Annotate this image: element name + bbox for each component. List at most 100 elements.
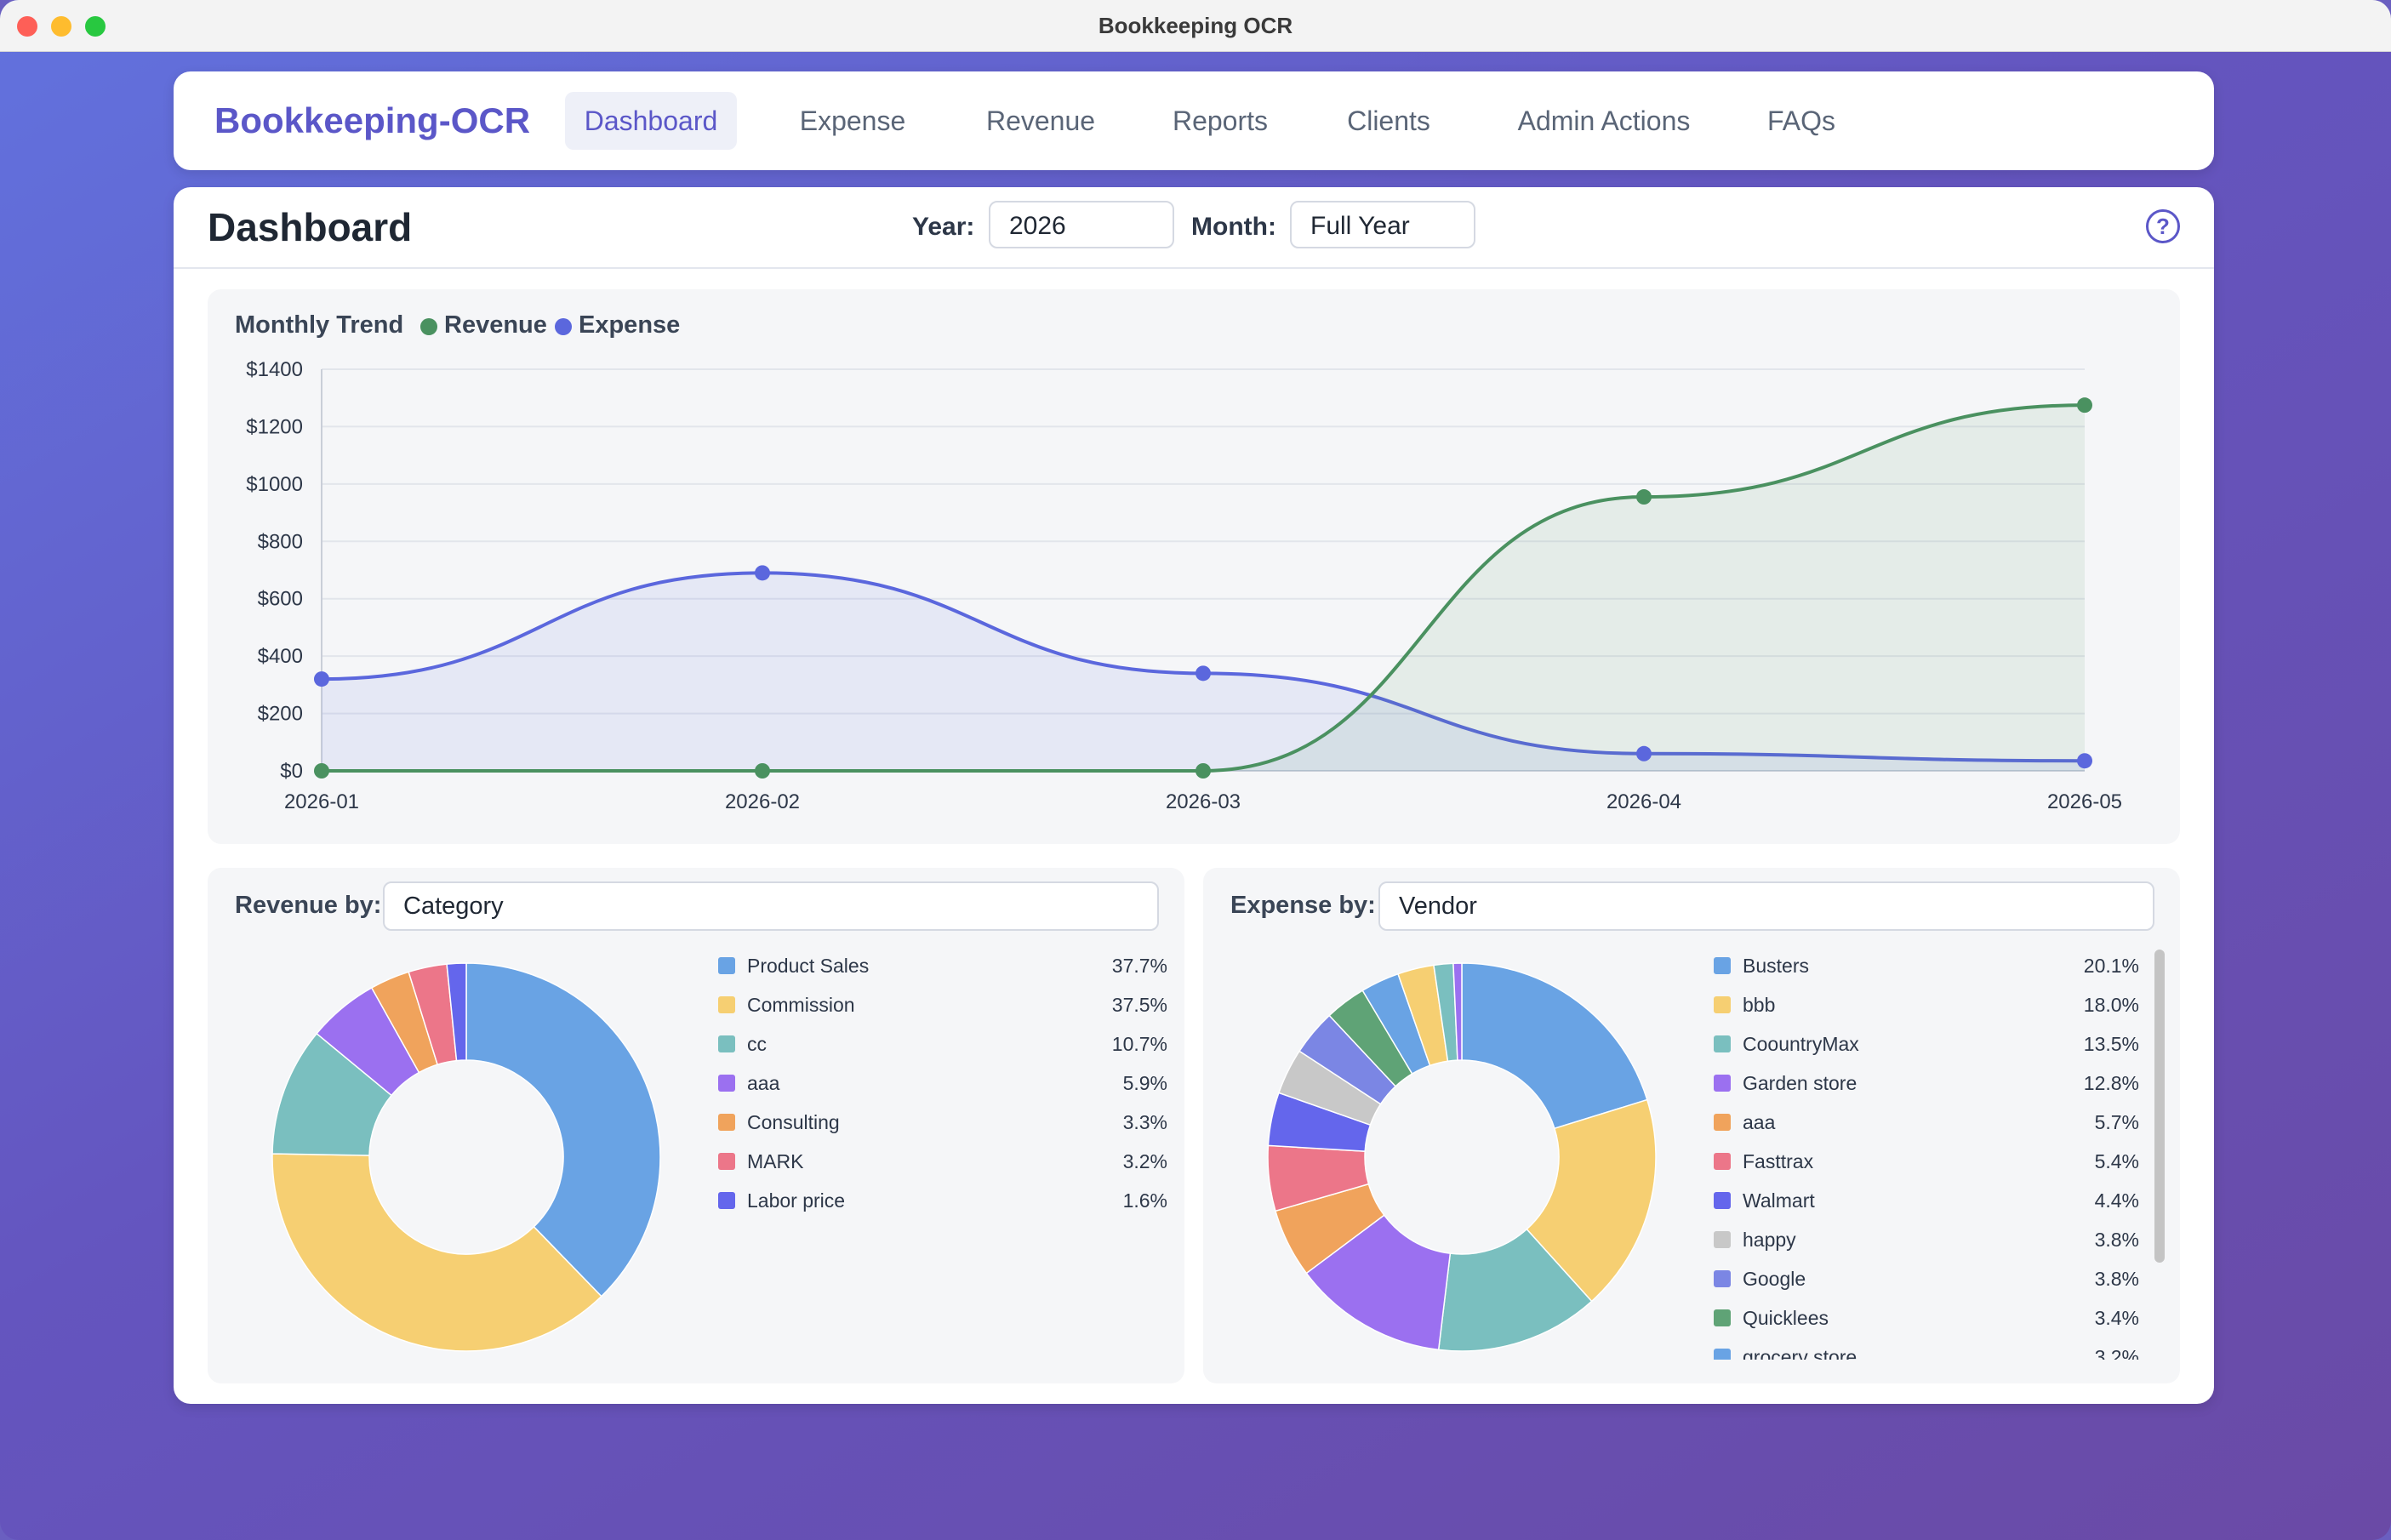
nav-clients[interactable]: Clients bbox=[1347, 106, 1430, 136]
expense-point[interactable] bbox=[1196, 665, 1211, 682]
legend-item[interactable]: grocery store 3.2% bbox=[1714, 1338, 2139, 1360]
legend-label: Google bbox=[1743, 1268, 1806, 1290]
legend-item[interactable]: Walmart 4.4% bbox=[1714, 1181, 2139, 1220]
revenue-by-label: Revenue by: bbox=[235, 892, 382, 919]
monthly-trend-chart: $0 $200 $400 $600 $800 $1000 $1200 $1400 2026-01… bbox=[246, 358, 2122, 813]
revenue-legend-label[interactable]: Revenue bbox=[444, 311, 547, 339]
y-tick-label: $0 bbox=[280, 760, 303, 783]
revenue-point[interactable] bbox=[314, 763, 329, 779]
expense-group-select[interactable]: Vendor bbox=[1378, 881, 2154, 931]
donut-slice[interactable] bbox=[465, 962, 661, 1298]
y-tick-label: $800 bbox=[258, 530, 303, 553]
expense-area bbox=[322, 573, 2085, 771]
expense-breakdown-panel: Expense by: Vendor Busters 20.1% bbb 18.0% C… bbox=[1203, 868, 2180, 1383]
legend-label: Product Sales bbox=[747, 955, 870, 977]
legend-item[interactable]: Busters 20.1% bbox=[1714, 946, 2139, 985]
maximize-window-button[interactable] bbox=[85, 16, 106, 37]
x-tick-label: 2026-04 bbox=[1606, 790, 1681, 813]
expense-point[interactable] bbox=[2077, 753, 2092, 769]
legend-percentage: 4.4% bbox=[2094, 1189, 2139, 1212]
legend-swatch bbox=[718, 996, 735, 1013]
expense-point[interactable] bbox=[1636, 745, 1652, 761]
brand-logo-text[interactable]: Bookkeeping-OCR bbox=[214, 100, 531, 140]
legend-swatch bbox=[1714, 1153, 1731, 1170]
legend-swatch bbox=[1714, 1035, 1731, 1052]
close-window-button[interactable] bbox=[17, 16, 37, 37]
expense-point[interactable] bbox=[755, 565, 770, 581]
donut-slice[interactable] bbox=[1461, 962, 1648, 1130]
y-tick-label: $1000 bbox=[246, 473, 303, 496]
dashboard-header: Dashboard Year: 2026 Month: Full Year ? bbox=[174, 187, 2214, 269]
legend-percentage: 13.5% bbox=[2083, 1033, 2139, 1055]
legend-item[interactable]: aaa 5.9% bbox=[718, 1064, 1167, 1103]
month-label: Month: bbox=[1191, 213, 1276, 241]
legend-item[interactable]: Consulting 3.3% bbox=[718, 1103, 1167, 1142]
legend-swatch bbox=[718, 1153, 735, 1170]
expense-legend-dot bbox=[555, 318, 572, 335]
legend-label: bbb bbox=[1743, 994, 1776, 1016]
y-tick-label: $1400 bbox=[246, 358, 303, 381]
legend-label: happy bbox=[1743, 1229, 1796, 1251]
expense-point[interactable] bbox=[314, 671, 329, 687]
legend-item[interactable]: Quicklees 3.4% bbox=[1714, 1298, 2139, 1338]
legend-label: cc bbox=[747, 1033, 767, 1055]
revenue-group-select[interactable]: Category bbox=[383, 881, 1159, 931]
monthly-trend-panel: Monthly Trend Revenue Expense $0 $200 $400… bbox=[208, 289, 2180, 844]
revenue-donut-chart bbox=[271, 962, 661, 1352]
revenue-legend: Product Sales 37.7% Commission 37.5% cc 10.7%… bbox=[718, 946, 1167, 1372]
legend-percentage: 3.4% bbox=[2094, 1307, 2139, 1329]
legend-item[interactable]: Labor price 1.6% bbox=[718, 1181, 1167, 1220]
expense-legend-label[interactable]: Expense bbox=[579, 311, 681, 339]
legend-item[interactable]: bbb 18.0% bbox=[1714, 985, 2139, 1024]
legend-item[interactable]: Google 3.8% bbox=[1714, 1259, 2139, 1298]
expense-legend: Busters 20.1% bbb 18.0% CoountryMax 13.5% Gard… bbox=[1714, 946, 2139, 1360]
donut-slice[interactable] bbox=[1437, 1228, 1593, 1352]
legend-label: Garden store bbox=[1743, 1072, 1857, 1094]
legend-label: Walmart bbox=[1743, 1189, 1815, 1212]
nav-dashboard[interactable]: Dashboard bbox=[565, 92, 737, 150]
revenue-line bbox=[321, 403, 2086, 773]
legend-percentage: 3.2% bbox=[1122, 1150, 1167, 1172]
legend-swatch bbox=[1714, 1231, 1731, 1248]
legend-item[interactable]: Garden store 12.8% bbox=[1714, 1064, 2139, 1103]
nav-expense[interactable]: Expense bbox=[799, 106, 906, 136]
expense-line bbox=[321, 571, 2086, 763]
legend-item[interactable]: Product Sales 37.7% bbox=[718, 946, 1167, 985]
legend-item[interactable]: happy 3.8% bbox=[1714, 1220, 2139, 1259]
y-tick-label: $200 bbox=[258, 703, 303, 726]
revenue-point[interactable] bbox=[1196, 763, 1211, 779]
x-tick-label: 2026-02 bbox=[725, 790, 800, 813]
legend-item[interactable]: cc 10.7% bbox=[718, 1024, 1167, 1064]
minimize-window-button[interactable] bbox=[51, 16, 71, 37]
donut-slice[interactable] bbox=[271, 1153, 602, 1352]
revenue-point[interactable] bbox=[755, 763, 770, 779]
month-select[interactable]: Full Year bbox=[1290, 201, 1475, 248]
legend-item[interactable]: MARK 3.2% bbox=[718, 1142, 1167, 1181]
nav-reports[interactable]: Reports bbox=[1172, 106, 1269, 136]
legend-label: Quicklees bbox=[1743, 1307, 1829, 1329]
donut-slice[interactable] bbox=[1526, 1098, 1657, 1303]
revenue-point[interactable] bbox=[2077, 397, 2092, 414]
nav-revenue[interactable]: Revenue bbox=[985, 106, 1096, 136]
revenue-legend-dot bbox=[420, 318, 437, 335]
x-tick-label: 2026-03 bbox=[1166, 790, 1241, 813]
y-tick-label: $600 bbox=[258, 588, 303, 611]
legend-item[interactable]: Fasttrax 5.4% bbox=[1714, 1142, 2139, 1181]
legend-item[interactable]: aaa 5.7% bbox=[1714, 1103, 2139, 1142]
year-input[interactable]: 2026 bbox=[989, 201, 1174, 248]
expense-legend-scrollbar[interactable] bbox=[2154, 950, 2165, 1263]
donut-slice[interactable] bbox=[1452, 962, 1463, 1061]
donut-slice[interactable] bbox=[446, 962, 467, 1062]
legend-percentage: 37.7% bbox=[1111, 955, 1167, 977]
expense-donut-chart bbox=[1267, 962, 1657, 1352]
legend-item[interactable]: CoountryMax 13.5% bbox=[1714, 1024, 2139, 1064]
revenue-area bbox=[322, 405, 2085, 771]
nav-faqs[interactable]: FAQs bbox=[1766, 106, 1835, 136]
legend-label: Commission bbox=[747, 994, 855, 1016]
revenue-point[interactable] bbox=[1636, 489, 1652, 505]
help-icon[interactable]: ? bbox=[2146, 209, 2180, 243]
legend-label: CoountryMax bbox=[1743, 1033, 1859, 1055]
nav-admin-actions[interactable]: Admin Actions bbox=[1517, 106, 1691, 136]
legend-item[interactable]: Commission 37.5% bbox=[718, 985, 1167, 1024]
page-title: Dashboard bbox=[208, 205, 413, 249]
